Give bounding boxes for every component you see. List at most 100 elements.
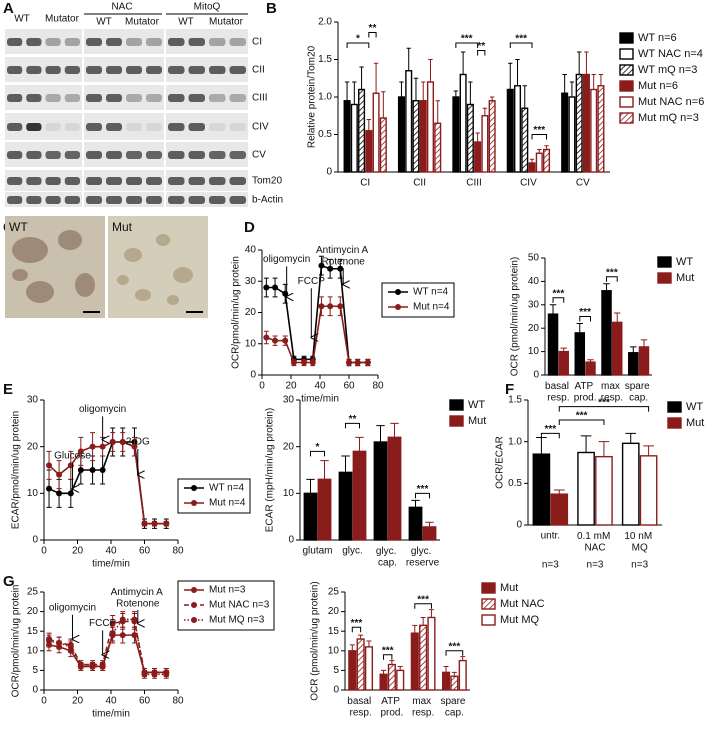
band-label: CIV — [252, 122, 269, 133]
significance-bracket — [346, 42, 370, 48]
error-bar — [482, 107, 488, 116]
colony — [75, 273, 95, 297]
legend-marker — [191, 602, 197, 608]
y-axis-label: ECAR/pmol/min/ug protein — [11, 411, 22, 529]
x-tick-label: 80 — [172, 546, 184, 557]
y-tick-label: 20 — [283, 441, 295, 452]
y-axis-label: OCR/pmol/min/ug protein — [231, 256, 242, 369]
y-tick-label: 10 — [283, 488, 295, 499]
significance-bracket — [351, 626, 362, 633]
point — [67, 490, 74, 497]
blot-band — [7, 38, 23, 46]
error-bar — [475, 132, 480, 142]
point — [89, 663, 96, 670]
y-tick-label: 25 — [27, 587, 39, 598]
blot-band — [146, 38, 162, 46]
y-axis-label: OCR/pmol/min/ug protein — [11, 585, 22, 698]
error-bar — [549, 304, 557, 315]
x-tick-label: CI — [360, 178, 370, 189]
blot-band — [229, 123, 246, 131]
panel-letter: D — [244, 219, 255, 236]
blot-band — [106, 123, 122, 131]
n-label: n=3 — [587, 560, 604, 571]
bar — [582, 73, 590, 173]
error-bar — [406, 47, 411, 71]
bar — [585, 361, 596, 376]
colony — [167, 295, 179, 305]
x-tick-label: glyc. cap. — [376, 546, 399, 569]
point — [309, 359, 316, 366]
blot-band — [209, 123, 226, 131]
micrograph — [108, 216, 208, 318]
bar — [426, 81, 435, 173]
legend-label: Mut — [686, 417, 704, 429]
bar — [408, 506, 423, 541]
band-label: b-Actin — [252, 195, 283, 206]
blot-band — [45, 177, 61, 185]
blot-band — [86, 38, 102, 46]
colony — [26, 281, 54, 303]
significance-bracket — [414, 603, 432, 609]
legend-label: Mut n=4 — [413, 302, 450, 313]
text-line: Antimycin A — [316, 245, 370, 256]
text-line: basal — [347, 696, 374, 707]
error-bar — [425, 521, 434, 527]
legend-label: Mut n=4 — [209, 498, 246, 509]
error-bar — [643, 445, 654, 456]
significance-bracket — [445, 650, 464, 656]
bar — [574, 332, 586, 376]
y-tick-label: 20 — [27, 441, 39, 452]
y-tick-label: 0 — [32, 535, 38, 546]
blot-band — [229, 94, 246, 102]
bar — [638, 346, 650, 376]
legend-swatch — [619, 48, 634, 60]
point — [56, 471, 63, 478]
x-tick-label: 0 — [41, 696, 47, 707]
blot-band — [64, 38, 80, 46]
point — [301, 359, 308, 366]
point — [282, 337, 289, 344]
point — [89, 443, 96, 450]
blot-strip — [84, 192, 164, 207]
y-tick-label: 30 — [528, 299, 540, 310]
point — [109, 439, 116, 445]
legend-swatch — [481, 614, 496, 626]
bar — [303, 492, 318, 541]
significance-label: ** — [477, 41, 485, 52]
point — [131, 443, 138, 450]
error-bar — [428, 609, 434, 618]
error-bar — [603, 283, 610, 291]
blot-band — [64, 94, 80, 102]
error-bar — [553, 489, 565, 495]
y-tick-label: 0 — [516, 520, 522, 531]
blot-band — [86, 151, 102, 159]
group-label: NAC — [111, 2, 132, 13]
panel-letter: F — [505, 381, 514, 398]
significance-label: ** — [369, 23, 377, 34]
bar — [365, 130, 373, 173]
text-line: basal — [545, 381, 572, 392]
point — [99, 663, 106, 670]
treatment-label: oligomycin — [263, 254, 310, 265]
bar — [532, 453, 551, 526]
y-tick-label: 15 — [27, 626, 39, 637]
significance-bracket — [558, 406, 650, 412]
blot-band — [188, 94, 205, 102]
blot-band — [126, 151, 142, 159]
bar — [396, 669, 405, 691]
text-line: resp. — [412, 707, 434, 718]
point — [119, 616, 126, 623]
blot-band — [126, 66, 142, 74]
bar — [358, 88, 366, 173]
blot-band — [229, 66, 246, 74]
x-tick-label: 0 — [259, 381, 265, 392]
point — [263, 284, 270, 291]
blot-band — [26, 94, 42, 102]
bar — [379, 117, 387, 173]
significance-label: * — [316, 442, 320, 453]
y-tick-label: 50 — [528, 253, 540, 264]
x-tick-label: 0 — [41, 546, 47, 557]
x-tick-label: spare cap. — [440, 696, 468, 719]
blot-band — [106, 151, 122, 159]
legend-label: Mut — [500, 582, 518, 594]
